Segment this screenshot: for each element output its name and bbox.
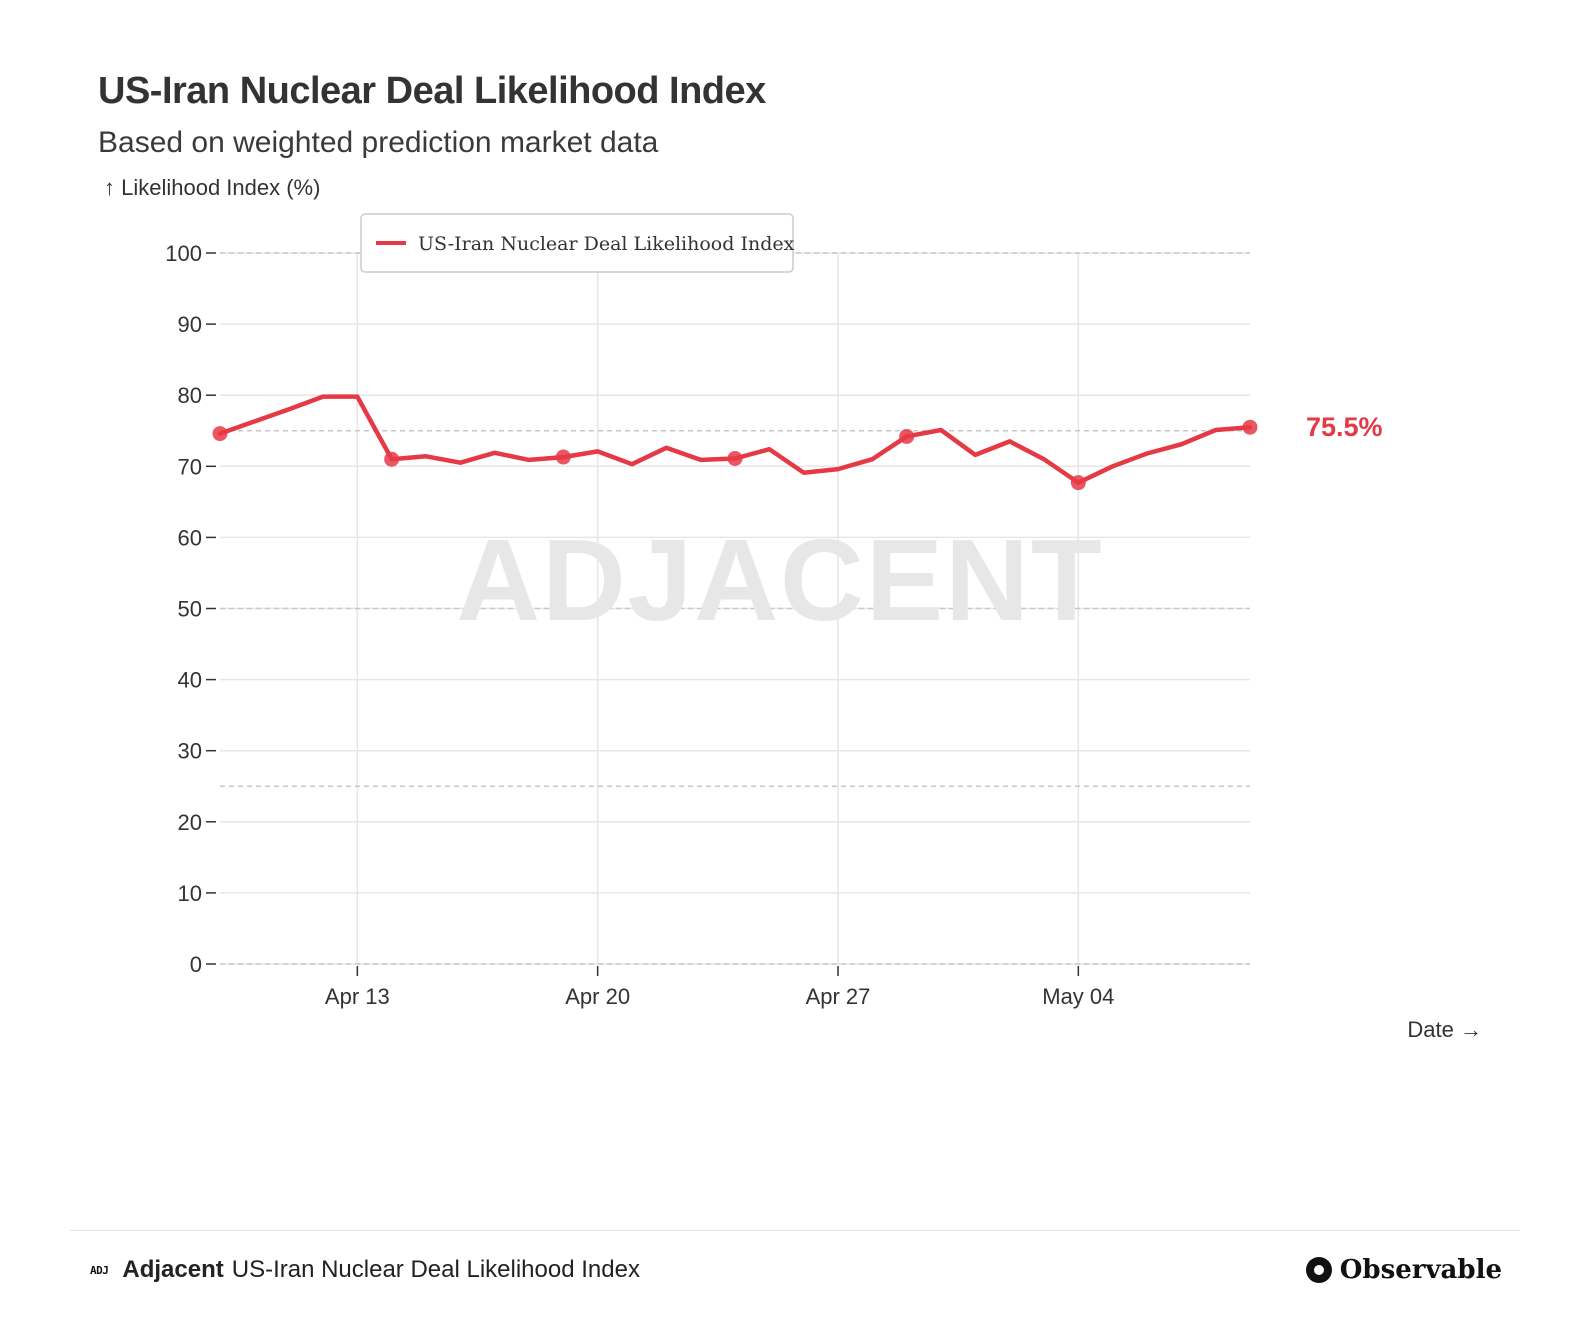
observable-branding[interactable]: Observable [1305,1250,1502,1290]
x-tick-label: May 04 [1042,984,1114,1009]
y-tick-label: 0 [190,952,202,977]
x-tick-label: Apr 13 [325,984,390,1009]
footer-source: ADJ Adjacent US-Iran Nuclear Deal Likeli… [90,1250,640,1290]
legend[interactable]: US-Iran Nuclear Deal Likelihood Index [360,213,795,273]
data-point [555,449,571,465]
legend-box [360,213,794,273]
y-tick-label: 10 [178,881,202,906]
series-layer [212,394,1258,491]
y-tick-label: 100 [165,241,202,266]
footer-caption: US-Iran Nuclear Deal Likelihood Index [231,1256,640,1283]
y-tick-label: 60 [178,525,202,550]
chart-title: US-Iran Nuclear Deal Likelihood Index [98,70,766,112]
observable-wordmark: Observable [1339,1255,1502,1285]
last-value-label: 75.5% [1306,412,1383,442]
footer-divider [70,1230,1520,1231]
x-axis-label: Date → [1407,1017,1482,1042]
y-axis-label: ↑ Likelihood Index (%) [104,175,320,200]
series-line [217,394,1253,485]
y-tick-label: 50 [178,597,202,622]
data-point [384,451,400,467]
adjacent-logo-icon: ADJ [90,1263,109,1277]
footer-brand[interactable]: Adjacent [122,1256,224,1283]
data-point [1070,475,1086,491]
y-axis: 0 10 20 30 40 50 60 70 80 90 100 [165,241,216,977]
data-point [1242,419,1258,435]
chart-subtitle: Based on weighted prediction market data [98,126,659,159]
legend-label: US-Iran Nuclear Deal Likelihood Index [418,233,795,255]
data-point [899,428,915,444]
y-tick-label: 90 [178,312,202,337]
x-tick-label: Apr 27 [806,984,871,1009]
data-point [727,450,743,466]
observable-logo-icon [1305,1257,1332,1283]
y-tick-label: 70 [178,454,202,479]
y-tick-label: 30 [178,739,202,764]
line-chart: ↑ Likelihood Index (%) ADJACENT 0 10 20 30 4… [104,175,1482,1042]
y-tick-label: 20 [178,810,202,835]
y-tick-label: 40 [178,668,202,693]
y-tick-label: 80 [178,383,202,408]
data-point [212,426,228,442]
watermark: ADJACENT [456,515,1104,645]
x-tick-label: Apr 20 [565,984,630,1009]
x-axis: Apr 13 Apr 20 Apr 27 May 04 [325,966,1114,1009]
